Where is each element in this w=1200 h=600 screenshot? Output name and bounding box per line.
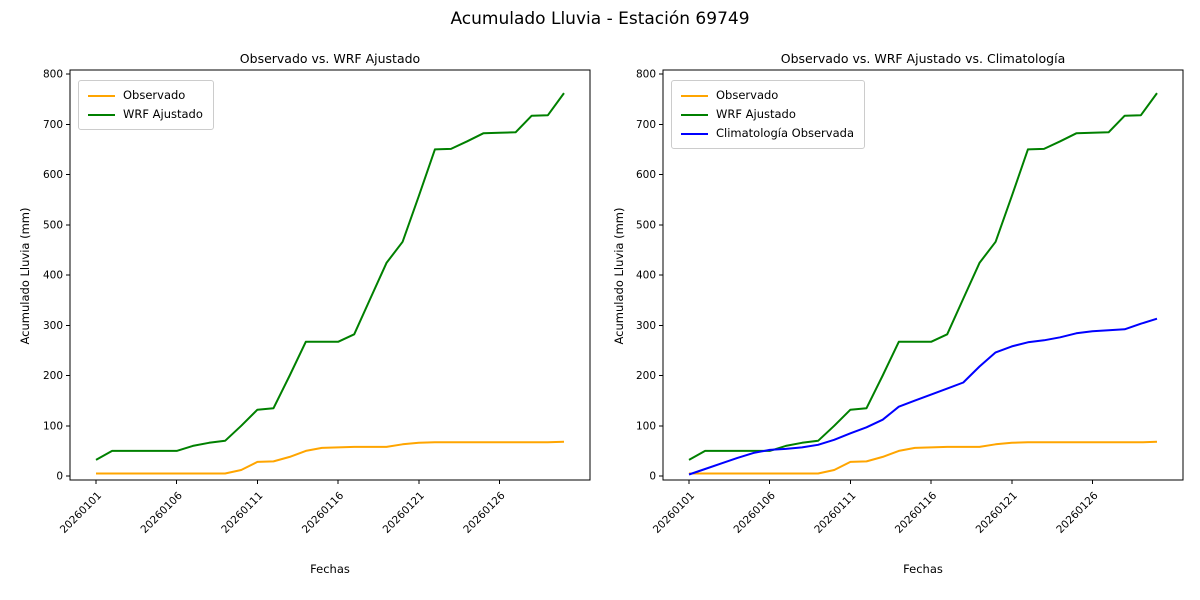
right-legend: Observado WRF Ajustado Climatología Observ… (671, 80, 865, 149)
y-tick-label: 100 (43, 420, 63, 432)
legend-entry-observado: Observado (88, 86, 203, 105)
x-tick-label: 20260106 (139, 489, 186, 536)
right-subplot-title: Observado vs. WRF Ajustado vs. Climatolo… (780, 51, 1066, 66)
y-tick-label: 600 (636, 169, 656, 181)
y-tick-label: 200 (43, 370, 63, 382)
legend-entry-wrf-ajustado: WRF Ajustado (681, 105, 854, 124)
legend-line-swatch-climatologia-observada (681, 132, 708, 135)
series-line-observado (689, 440, 1158, 475)
right-x-axis-label: Fechas (903, 562, 943, 576)
left-y-axis-label: Acumulado Lluvia (mm) (18, 207, 32, 345)
y-tick-label: 700 (636, 119, 656, 131)
x-tick-label: 20260121 (974, 490, 1020, 536)
figure-title: Acumulado Lluvia - Estación 69749 (450, 9, 750, 29)
x-tick-label: 20260116 (893, 489, 940, 536)
x-tick-label: 20260126 (461, 489, 508, 536)
legend-entry-wrf-ajustado: WRF Ajustado (88, 105, 203, 124)
y-tick-label: 100 (636, 420, 656, 432)
legend-label: Climatología Observada (716, 126, 854, 140)
legend-entry-observado: Observado (681, 86, 854, 105)
left-subplot-title: Observado vs. WRF Ajustado (239, 51, 421, 66)
y-tick-label: 600 (43, 169, 63, 181)
legend-entry-climatologia-observada: Climatología Observada (681, 124, 854, 143)
legend-label: WRF Ajustado (123, 107, 203, 121)
x-tick-label: 20260116 (300, 489, 347, 536)
legend-label: Observado (716, 88, 779, 102)
series-line-observado (96, 440, 565, 475)
left-legend: Observado WRF Ajustado (78, 80, 214, 130)
x-tick-label: 20260121 (381, 490, 427, 536)
x-tick-label: 20260101 (58, 490, 104, 536)
y-tick-label: 0 (649, 471, 656, 483)
x-tick-label: 20260101 (651, 490, 697, 536)
y-tick-label: 300 (636, 320, 656, 332)
y-tick-label: 800 (636, 69, 656, 81)
y-tick-label: 200 (636, 370, 656, 382)
y-tick-label: 400 (43, 270, 63, 282)
y-tick-label: 700 (43, 119, 63, 131)
legend-line-swatch-observado (88, 94, 115, 97)
legend-line-swatch-wrf-ajustado (681, 113, 708, 116)
left-x-axis-label: Fechas (310, 562, 350, 576)
legend-line-swatch-observado (681, 94, 708, 97)
legend-line-swatch-wrf-ajustado (88, 113, 115, 116)
x-tick-label: 20260111 (219, 490, 265, 536)
y-tick-label: 500 (636, 219, 656, 231)
x-tick-label: 20260126 (1054, 489, 1101, 536)
y-tick-label: 500 (43, 219, 63, 231)
y-tick-label: 800 (43, 69, 63, 81)
x-tick-label: 20260106 (732, 489, 779, 536)
legend-label: WRF Ajustado (716, 107, 796, 121)
series-line-wrf-ajustado (95, 92, 565, 461)
legend-label: Observado (123, 88, 186, 102)
series-line-climatologia-observada (688, 317, 1158, 476)
y-tick-label: 0 (56, 471, 63, 483)
right-y-axis-label: Acumulado Lluvia (mm) (612, 207, 626, 345)
y-tick-label: 300 (43, 320, 63, 332)
x-tick-label: 20260111 (812, 490, 858, 536)
y-tick-label: 400 (636, 270, 656, 282)
